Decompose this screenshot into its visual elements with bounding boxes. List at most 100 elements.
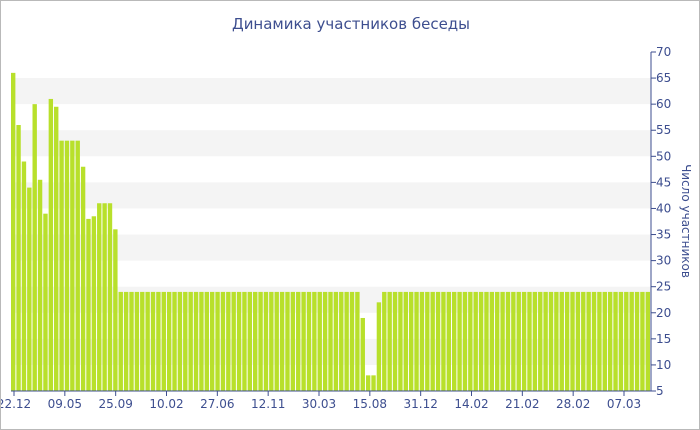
bar bbox=[236, 291, 242, 391]
bar bbox=[376, 302, 382, 391]
bar bbox=[624, 291, 629, 391]
y-tick-label: 65 bbox=[656, 71, 671, 85]
grid-bands bbox=[11, 78, 651, 365]
y-axis-label: Число участников bbox=[679, 164, 693, 278]
bar bbox=[188, 291, 193, 391]
bar bbox=[75, 140, 80, 391]
bar bbox=[581, 291, 586, 391]
bar bbox=[226, 291, 231, 391]
bar bbox=[59, 140, 64, 391]
bar bbox=[478, 291, 484, 391]
bar bbox=[430, 291, 435, 391]
x-tick-label: 30.03 bbox=[302, 397, 336, 411]
bar bbox=[285, 291, 290, 391]
bar bbox=[199, 291, 204, 391]
bar bbox=[597, 291, 602, 391]
bar bbox=[156, 291, 161, 391]
bar bbox=[559, 291, 564, 391]
bar bbox=[123, 291, 129, 391]
y-tick-label: 20 bbox=[656, 306, 671, 320]
bar bbox=[177, 291, 183, 391]
bar bbox=[274, 291, 279, 391]
bar bbox=[333, 291, 339, 391]
bar bbox=[516, 291, 521, 391]
bar bbox=[129, 291, 134, 391]
bar bbox=[527, 291, 532, 391]
bar bbox=[355, 291, 360, 391]
grid-band bbox=[11, 234, 651, 261]
bar bbox=[161, 291, 166, 391]
bar bbox=[172, 291, 177, 391]
bar bbox=[382, 291, 387, 391]
bar bbox=[113, 229, 118, 391]
x-axis-ticks: 22.12 09.05 25.09 10.02 27.06 12.11 30.03 15.08… bbox=[1, 391, 641, 411]
x-tick-label: 27.06 bbox=[200, 397, 234, 411]
y-tick-label: 10 bbox=[656, 358, 671, 372]
bar bbox=[473, 291, 478, 391]
bar bbox=[11, 72, 16, 392]
bar bbox=[452, 291, 457, 391]
bar bbox=[269, 291, 274, 391]
bar bbox=[80, 166, 86, 391]
y-tick-label: 30 bbox=[656, 254, 671, 268]
bar bbox=[629, 291, 634, 391]
y-axis-ticks: 5 10 15 20 25 30 35 40 45 50 55 60 65 70 bbox=[651, 45, 671, 398]
bar bbox=[118, 291, 123, 391]
bar bbox=[575, 291, 581, 391]
bar bbox=[484, 291, 489, 391]
x-tick-label: 10.02 bbox=[149, 397, 183, 411]
grid-band bbox=[11, 182, 651, 209]
bar-series bbox=[11, 72, 650, 392]
grid-band bbox=[11, 130, 651, 157]
y-tick-label: 15 bbox=[656, 332, 671, 346]
bar bbox=[253, 291, 258, 391]
bar bbox=[408, 291, 414, 391]
bar bbox=[183, 291, 188, 391]
x-tick-label: 28.02 bbox=[556, 397, 590, 411]
bar bbox=[328, 291, 333, 391]
bar bbox=[140, 291, 145, 391]
bar bbox=[339, 291, 344, 391]
bar bbox=[387, 291, 392, 391]
bar bbox=[91, 216, 97, 391]
bar bbox=[602, 291, 607, 391]
y-tick-label: 55 bbox=[656, 123, 671, 137]
bar bbox=[166, 291, 172, 391]
bar bbox=[371, 375, 376, 391]
bar bbox=[489, 291, 495, 391]
bar bbox=[107, 203, 113, 391]
bar bbox=[344, 291, 349, 391]
bar bbox=[564, 291, 570, 391]
y-tick-label: 50 bbox=[656, 149, 671, 163]
bar bbox=[48, 98, 54, 391]
bar bbox=[521, 291, 527, 391]
bar bbox=[263, 291, 269, 391]
bar bbox=[554, 291, 559, 391]
bar bbox=[21, 161, 27, 391]
bar bbox=[591, 291, 597, 391]
bar bbox=[548, 291, 554, 391]
bar bbox=[306, 291, 312, 391]
bar bbox=[16, 125, 21, 392]
bar bbox=[634, 291, 640, 391]
y-tick-label: 45 bbox=[656, 175, 671, 189]
bar bbox=[70, 140, 75, 391]
bar bbox=[145, 291, 150, 391]
bar bbox=[613, 291, 618, 391]
bar bbox=[419, 291, 425, 391]
bar bbox=[349, 291, 355, 391]
bar bbox=[37, 179, 43, 391]
bar bbox=[511, 291, 516, 391]
bar bbox=[97, 203, 102, 391]
bar bbox=[43, 213, 48, 391]
y-tick-label: 40 bbox=[656, 201, 671, 215]
bar bbox=[392, 291, 398, 391]
bar bbox=[446, 291, 452, 391]
bar bbox=[457, 291, 462, 391]
bar bbox=[317, 291, 322, 391]
bar bbox=[204, 291, 209, 391]
bar bbox=[32, 104, 37, 392]
bar bbox=[425, 291, 430, 391]
bar bbox=[645, 291, 650, 391]
